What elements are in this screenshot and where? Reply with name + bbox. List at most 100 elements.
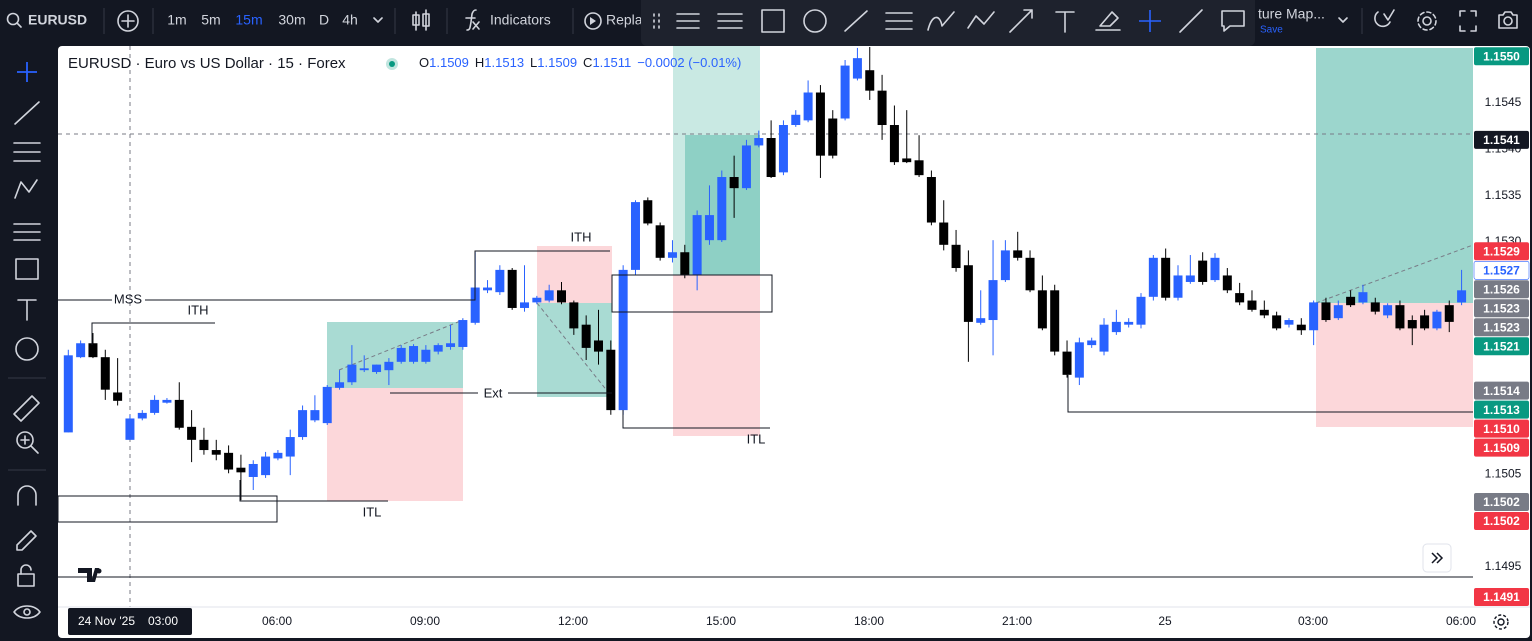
- axis-settings-button[interactable]: [1497, 618, 1505, 626]
- visibility-tool[interactable]: [13, 605, 41, 619]
- tool-lines[interactable]: [885, 12, 913, 30]
- magnet-tool[interactable]: [17, 485, 37, 506]
- indicators-button[interactable]: Indicators: [490, 12, 551, 28]
- candle-body: [409, 346, 419, 362]
- candle-body: [211, 450, 221, 455]
- text-tool[interactable]: [17, 299, 37, 321]
- interval-button[interactable]: 1m: [167, 12, 186, 28]
- compare-button[interactable]: [117, 10, 139, 32]
- tool-highlighter[interactable]: [1095, 11, 1121, 31]
- icon-tool[interactable]: [15, 337, 39, 361]
- fullscreen-button[interactable]: [1459, 10, 1477, 32]
- long-stop-zone[interactable]: [673, 275, 760, 436]
- fib-tool[interactable]: [13, 142, 41, 162]
- trend-line-tool[interactable]: [14, 101, 40, 125]
- settings-gear: [1417, 11, 1437, 31]
- candle-body: [137, 412, 147, 419]
- price-tick-label: 1.1505: [1485, 466, 1522, 480]
- tradingview-logo[interactable]: [78, 568, 99, 582]
- pattern-tool[interactable]: [14, 179, 38, 199]
- zoom-tool[interactable]: [16, 431, 34, 449]
- time-tick-label: 09:00: [410, 614, 440, 628]
- layout-save[interactable]: Save: [1260, 25, 1283, 36]
- candle-body: [224, 452, 234, 470]
- itl-line[interactable]: [239, 480, 388, 502]
- market-status[interactable]: [389, 61, 395, 67]
- tool-channel[interactable]: [717, 13, 743, 29]
- candle-body: [1247, 300, 1257, 310]
- price-tag-label: 1.1509: [1483, 441, 1520, 455]
- projection-tool[interactable]: [13, 223, 41, 241]
- price-tag: [1474, 337, 1529, 356]
- ith-line[interactable]: [91, 322, 215, 345]
- screenshot-button[interactable]: [1498, 11, 1518, 29]
- tool-curve[interactable]: [927, 11, 955, 31]
- low-line[interactable]: [1067, 375, 1473, 413]
- tool-arrow[interactable]: [1009, 9, 1033, 33]
- crosshair-tool[interactable]: [17, 62, 37, 82]
- long-stop-zone[interactable]: [1316, 303, 1473, 427]
- candle-body: [1222, 275, 1232, 291]
- candle-body: [852, 58, 862, 79]
- candle-body: [248, 463, 258, 477]
- ohlc-value: 1.1509: [537, 55, 577, 70]
- layout-name[interactable]: ture Map...: [1258, 6, 1325, 22]
- alert-button[interactable]: [1374, 9, 1395, 28]
- candle-body: [1210, 257, 1220, 281]
- stay-drawing-tool[interactable]: [16, 530, 37, 551]
- replay-icon: [584, 12, 602, 30]
- candle-body: [1013, 250, 1023, 258]
- search-icon[interactable]: [6, 12, 20, 26]
- candle-body: [963, 265, 973, 322]
- tool-path[interactable]: [967, 11, 995, 29]
- tool-circle[interactable]: [803, 9, 827, 33]
- candle-body: [1062, 351, 1072, 375]
- long-stop-zone[interactable]: [327, 388, 463, 501]
- interval-button[interactable]: D: [319, 12, 329, 28]
- ohlc-value: 1.1509: [429, 55, 469, 70]
- interval-button[interactable]: 15m: [235, 12, 262, 28]
- interval-button[interactable]: 5m: [201, 12, 220, 28]
- time-tick-label: 12:00: [558, 614, 588, 628]
- screenshot-lens: [1503, 16, 1513, 26]
- candle-body: [1259, 309, 1269, 316]
- tool-text[interactable]: [1055, 11, 1075, 33]
- layout-dropdown[interactable]: [1338, 17, 1348, 23]
- mss-line[interactable]: [58, 250, 610, 301]
- interval-dropdown[interactable]: [373, 17, 383, 23]
- lock-tool[interactable]: [17, 573, 35, 587]
- chart-panel: [58, 46, 1530, 638]
- replay-button[interactable]: Replay: [606, 12, 650, 28]
- price-tag-label: 1.1523: [1483, 301, 1520, 315]
- tool-fib[interactable]: [676, 13, 700, 29]
- long-target-zone[interactable]: [1316, 48, 1473, 303]
- candle-body: [717, 177, 727, 241]
- range-box[interactable]: [611, 274, 773, 313]
- candle-body: [1025, 257, 1035, 291]
- position-path: [338, 319, 464, 371]
- candle-body: [951, 244, 961, 269]
- symbol-button[interactable]: EURUSD: [28, 12, 87, 28]
- tool-crosshair[interactable]: [1139, 10, 1161, 32]
- candle-body: [1136, 296, 1146, 325]
- tool-callout[interactable]: [1221, 10, 1245, 32]
- ruler-tool[interactable]: [13, 395, 40, 422]
- replay-play: [590, 17, 596, 25]
- candle-body: [421, 349, 431, 362]
- tool-rectangle[interactable]: [761, 9, 785, 33]
- indicators-icon: [465, 9, 480, 31]
- candle-body: [643, 200, 653, 224]
- settings-button[interactable]: [1422, 16, 1432, 26]
- tool-ray[interactable]: [1179, 9, 1203, 33]
- candle-body: [446, 343, 456, 347]
- price-tag: [1473, 261, 1530, 280]
- chart-type-button[interactable]: [412, 9, 430, 31]
- itl-line[interactable]: [622, 410, 770, 429]
- candle-body: [778, 125, 788, 173]
- shape-tool[interactable]: [15, 258, 39, 280]
- candle-body: [840, 65, 850, 119]
- tool-line[interactable]: [844, 10, 868, 32]
- interval-button[interactable]: 4h: [342, 12, 358, 28]
- interval-button[interactable]: 30m: [278, 12, 305, 28]
- range-box[interactable]: [57, 495, 278, 523]
